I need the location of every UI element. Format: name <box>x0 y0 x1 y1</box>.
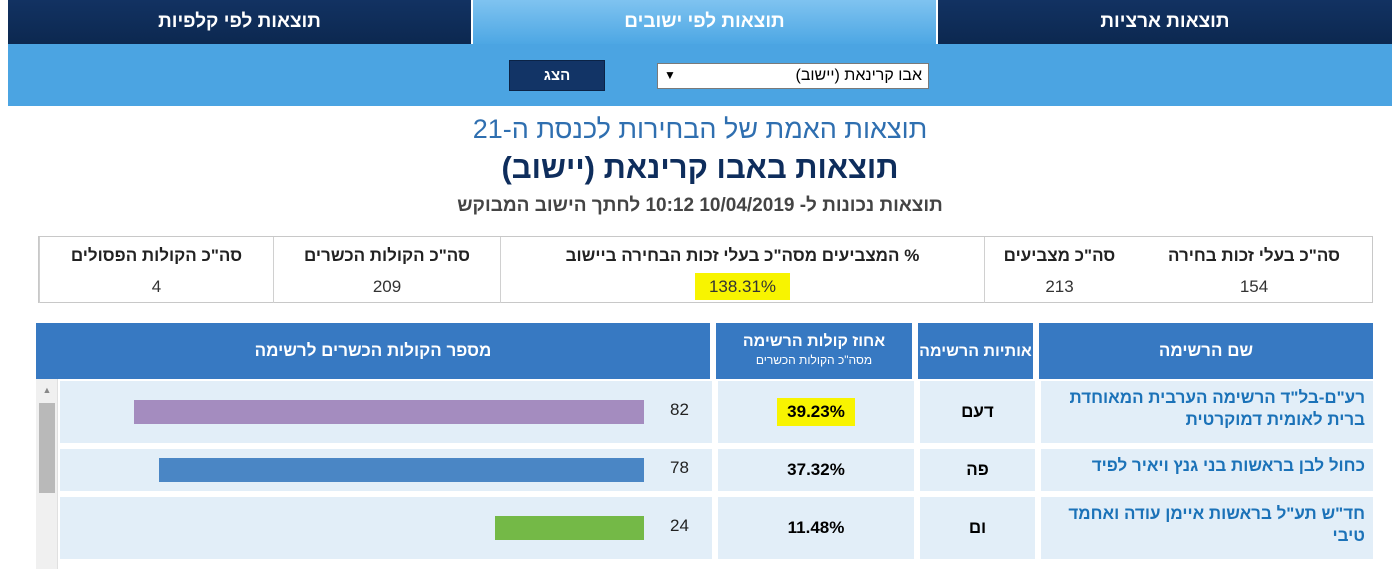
summary-invalid-value: 4 <box>151 277 162 296</box>
table-scrollbar[interactable]: ▲ <box>36 379 58 569</box>
list-name-link[interactable]: כחול לבן בראשות בני גנץ ויאיר לפיד <box>1041 449 1373 491</box>
list-letters: ום <box>920 497 1035 559</box>
locality-title: תוצאות באבו קרינאת (יישוב) <box>501 150 899 185</box>
list-votes: 82 <box>670 400 689 419</box>
votes-bar <box>159 458 644 482</box>
tab-label: תוצאות ארציות <box>1100 11 1230 32</box>
list-percent: 37.32% <box>787 460 845 479</box>
col-header-votes: מספר הקולות הכשרים לרשימה <box>36 323 710 379</box>
votes-bar-cell: 78 <box>60 449 712 491</box>
summary-turnout-cell: 138.31% <box>501 273 984 300</box>
tab-national[interactable]: תוצאות ארציות <box>938 0 1392 44</box>
list-percent-cell: 37.32% <box>718 449 914 491</box>
summary-voters-value: 213 <box>1045 277 1074 296</box>
timestamp-line: תוצאות נכונות ל- 10/04/2019 10:12 לחתך ה… <box>457 195 943 216</box>
col-header-percent: אחוז קולות הרשימה מסה"כ הקולות הכשרים <box>716 323 912 379</box>
list-votes: 24 <box>670 516 689 535</box>
summary-table: סה"כ בעלי זכות בחירה 154 סה"כ מצביעים 21… <box>38 236 1373 303</box>
table-row: רע"ם-בל"ד הרשימה הערבית המאוחדת ברית לאו… <box>60 381 1373 443</box>
list-percent-cell: 11.48% <box>718 497 914 559</box>
list-percent: 11.48% <box>787 518 845 537</box>
dropdown-caret-icon: ▼ <box>664 68 676 82</box>
table-row: כחול לבן בראשות בני גנץ ויאיר לפיד פה 37.3… <box>60 449 1373 491</box>
list-votes: 78 <box>670 458 689 477</box>
results-table: שם הרשימה אותיות הרשימה אחוז קולות הרשימ… <box>36 323 1373 569</box>
locality-select-value: אבו קרינאת (יישוב) <box>795 67 922 84</box>
tab-by-locality[interactable]: תוצאות לפי ישובים <box>471 0 938 44</box>
show-button[interactable]: הצג <box>509 60 605 91</box>
summary-valid: סה"כ הקולות הכשרים 209 <box>273 237 500 303</box>
summary-turnout: % המצביעים מסה"כ בעלי זכות הבחירה ביישוב… <box>500 237 984 303</box>
list-letters: פה <box>920 449 1035 491</box>
results-body: רע"ם-בל"ד הרשימה הערבית המאוחדת ברית לאו… <box>36 379 1373 569</box>
tab-bar: תוצאות לפי קלפיות תוצאות לפי ישובים תוצא… <box>8 0 1392 44</box>
filter-bar: הצג ▼ אבו קרינאת (יישוב) <box>8 44 1392 106</box>
scroll-up-arrow-icon[interactable]: ▲ <box>42 385 52 395</box>
tab-label: תוצאות לפי ישובים <box>624 11 785 32</box>
page: תוצאות לפי קלפיות תוצאות לפי ישובים תוצא… <box>8 0 1392 569</box>
summary-valid-label: סה"כ הקולות הכשרים <box>304 246 470 265</box>
list-letters: דעם <box>920 381 1035 443</box>
summary-voters-label: סה"כ מצביעים <box>1003 246 1116 265</box>
summary-eligible-value: 154 <box>1239 277 1269 296</box>
page-title: תוצאות האמת של הבחירות לכנסת ה-21 <box>472 114 928 144</box>
list-name-link[interactable]: רע"ם-בל"ד הרשימה הערבית המאוחדת ברית לאו… <box>1041 381 1373 443</box>
summary-valid-value: 209 <box>372 277 402 296</box>
summary-turnout-value: 138.31% <box>694 273 791 300</box>
summary-invalid: סה"כ הקולות הפסולים 4 <box>39 237 273 303</box>
votes-bar <box>495 516 644 540</box>
col-header-percent-label: אחוז קולות הרשימה <box>742 333 886 350</box>
summary-eligible: סה"כ בעלי זכות בחירה 154 <box>1134 237 1374 303</box>
col-header-percent-sub: מסה"כ הקולות הכשרים <box>755 353 873 367</box>
tab-by-ballot[interactable]: תוצאות לפי קלפיות <box>8 0 471 44</box>
votes-bar-cell: 82 <box>60 381 712 443</box>
table-row: חד"ש תע"ל בראשות איימן עודה ואחמד טיבי ום… <box>60 497 1373 559</box>
list-percent: 39.23% <box>777 398 855 426</box>
col-header-list-name: שם הרשימה <box>1039 323 1373 379</box>
tab-label: תוצאות לפי קלפיות <box>158 11 321 32</box>
summary-eligible-label: סה"כ בעלי זכות בחירה <box>1167 246 1341 265</box>
list-percent-cell: 39.23% <box>718 381 914 443</box>
votes-bar-cell: 24 <box>60 497 712 559</box>
summary-voters: סה"כ מצביעים 213 <box>984 237 1134 303</box>
list-name-link[interactable]: חד"ש תע"ל בראשות איימן עודה ואחמד טיבי <box>1041 497 1373 559</box>
summary-invalid-label: סה"כ הקולות הפסולים <box>70 246 243 265</box>
col-header-letters: אותיות הרשימה <box>918 323 1033 379</box>
summary-turnout-label: % המצביעים מסה"כ בעלי זכות הבחירה ביישוב <box>565 246 920 265</box>
scroll-thumb[interactable] <box>39 403 55 493</box>
locality-select[interactable]: ▼ אבו קרינאת (יישוב) <box>657 63 929 89</box>
votes-bar <box>134 400 644 424</box>
